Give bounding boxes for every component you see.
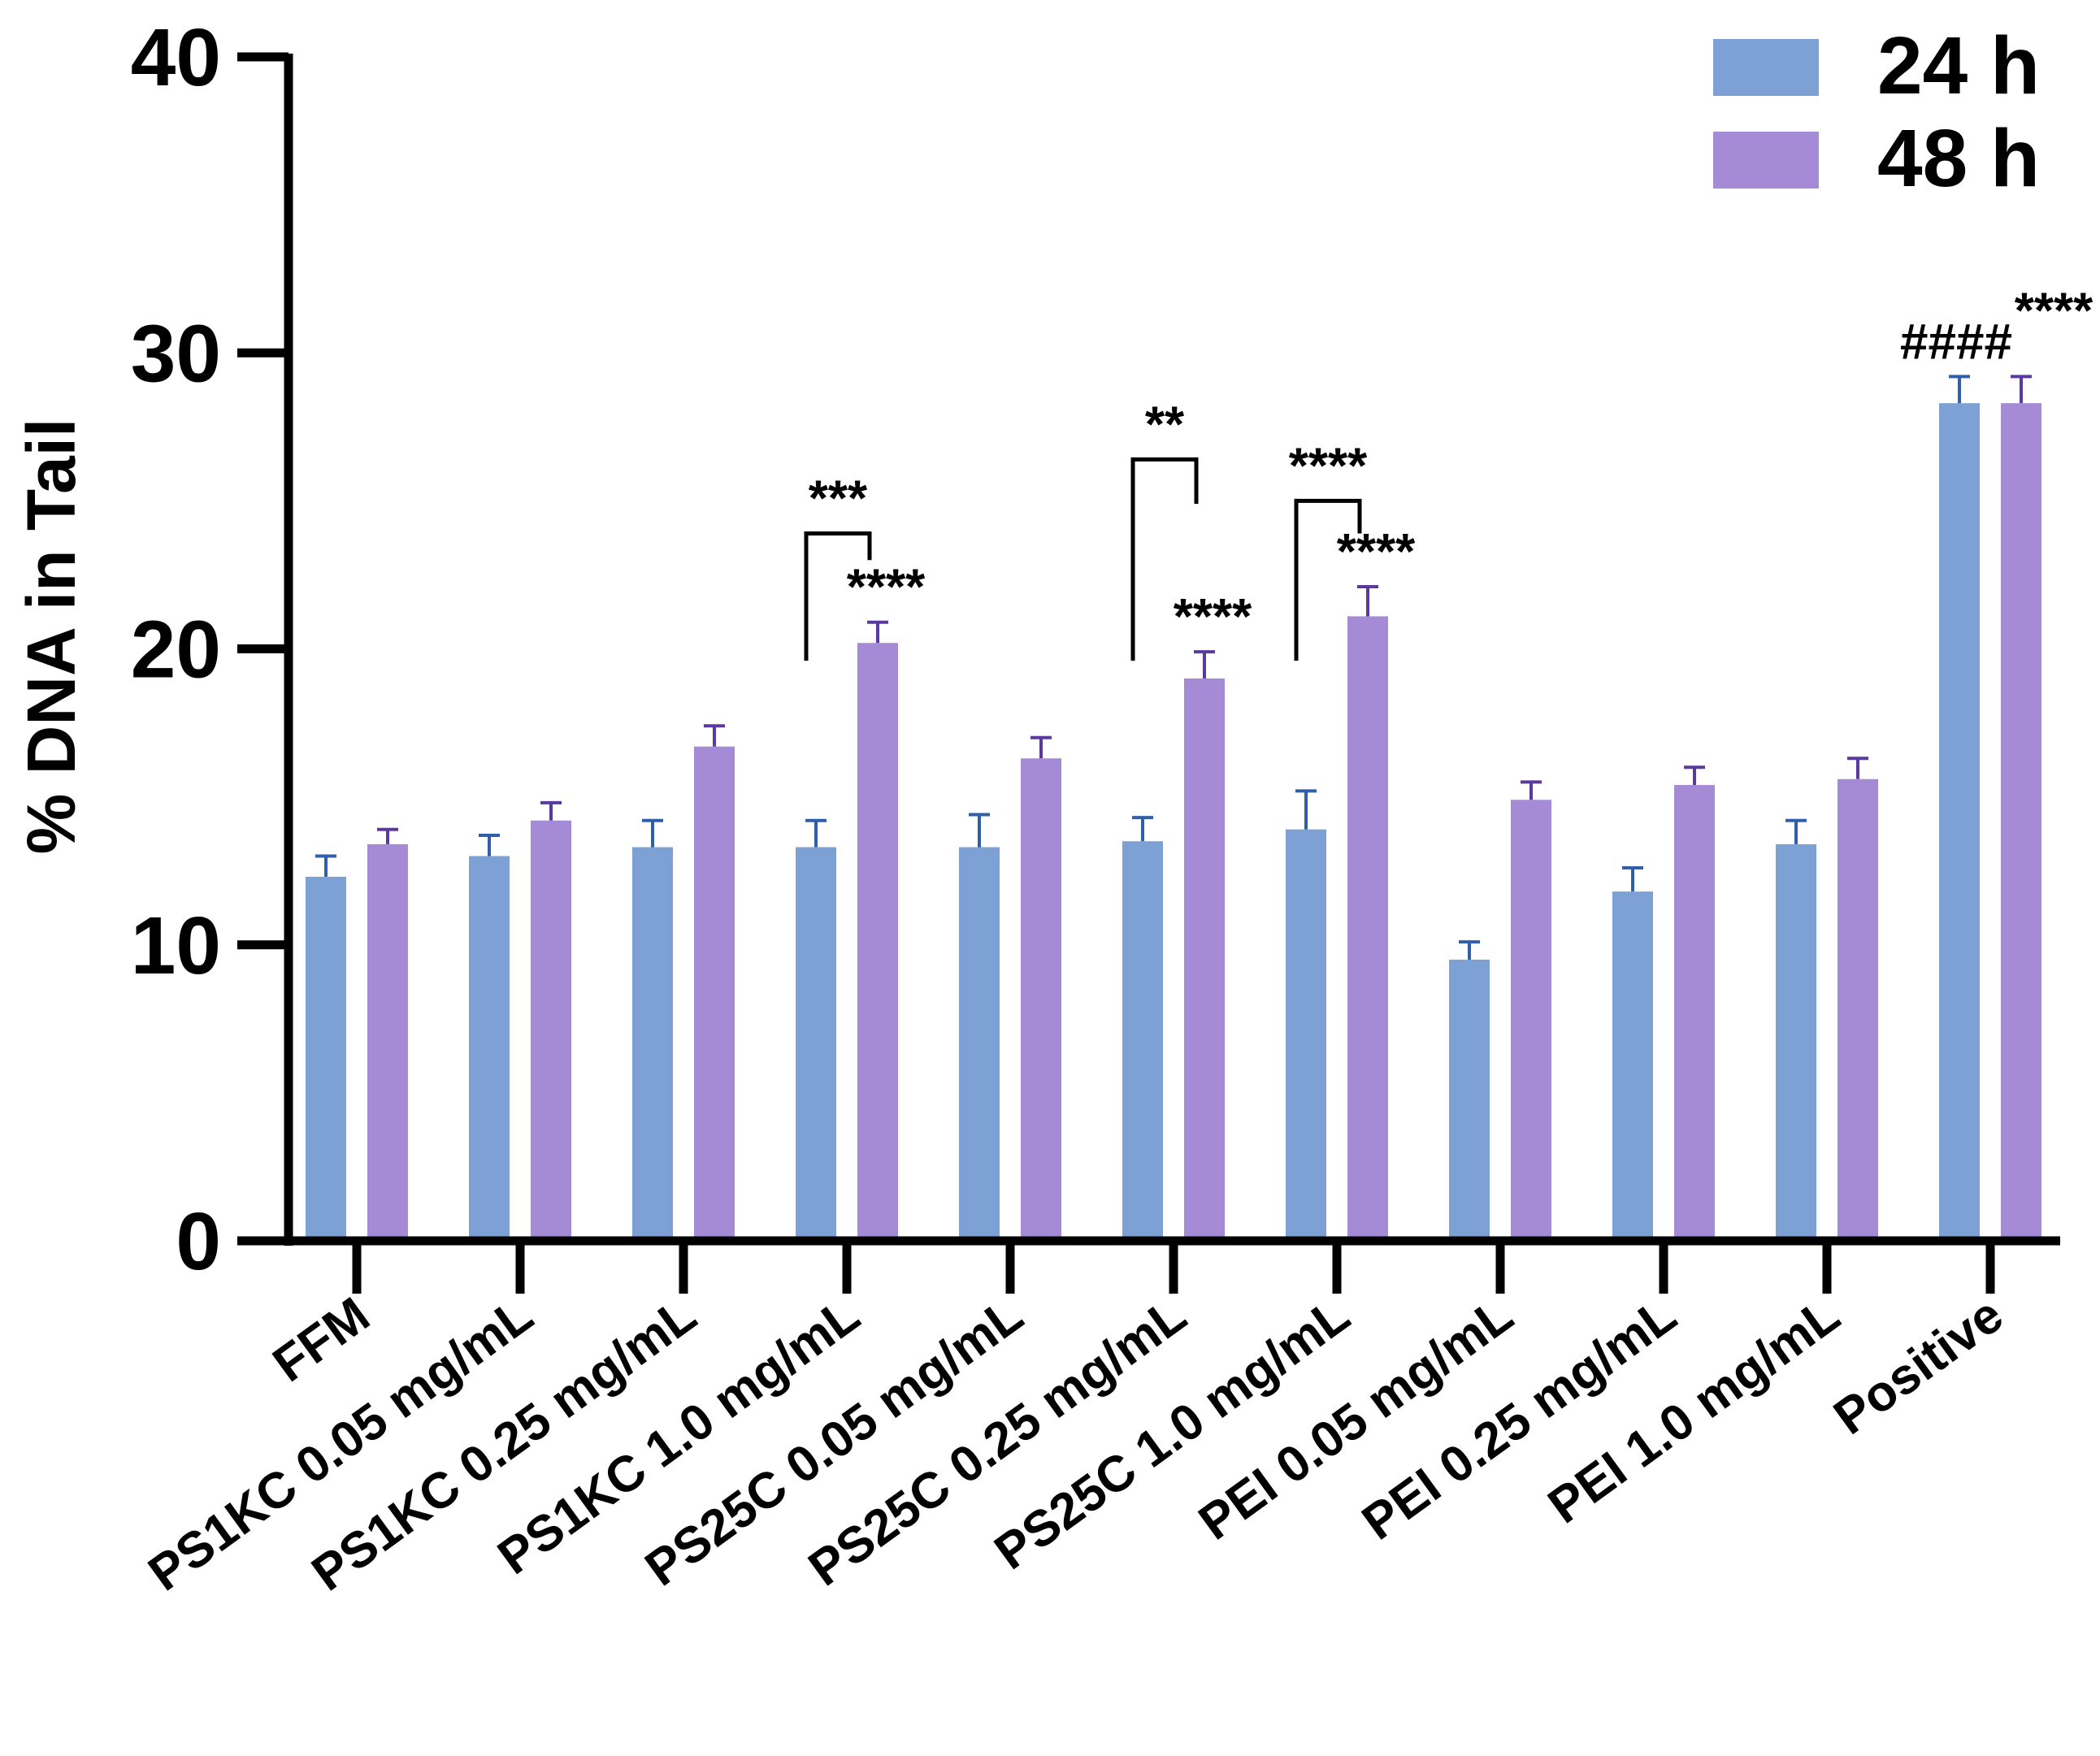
bar-48h-2 bbox=[694, 746, 735, 1241]
error-bars-layer bbox=[315, 375, 2032, 960]
bar-48h-8 bbox=[1674, 785, 1715, 1241]
legend-label-0: 24 h bbox=[1877, 20, 2040, 111]
bar-48h-0 bbox=[367, 843, 408, 1241]
significance-label-3: #### bbox=[1900, 314, 2012, 370]
y-tick-label-20: 20 bbox=[131, 605, 221, 696]
significance-label-1: **** bbox=[1174, 589, 1252, 645]
bar-48h-7 bbox=[1511, 800, 1551, 1241]
bar-24h-10 bbox=[1939, 403, 1980, 1241]
bar-24h-5 bbox=[1122, 841, 1163, 1241]
bar-24h-8 bbox=[1612, 891, 1653, 1241]
x-tick-label-10: Positive bbox=[1824, 1287, 2013, 1446]
bracket-label-1: ** bbox=[1145, 397, 1185, 453]
bar-48h-5 bbox=[1184, 678, 1225, 1241]
significance-label-4: **** bbox=[2015, 283, 2093, 339]
y-tick-label-40: 40 bbox=[131, 12, 221, 103]
y-tick-label-30: 30 bbox=[131, 308, 221, 399]
legend-swatch-0 bbox=[1713, 39, 1819, 96]
significance-bracket-0 bbox=[804, 531, 872, 661]
significance-label-0: **** bbox=[847, 560, 926, 616]
bar-48h-9 bbox=[1837, 778, 1878, 1241]
bar-24h-6 bbox=[1286, 829, 1326, 1241]
bar-24h-7 bbox=[1449, 959, 1490, 1241]
bar-24h-3 bbox=[796, 847, 836, 1241]
legend: 24 h48 h bbox=[1713, 20, 2040, 204]
bar-48h-6 bbox=[1347, 616, 1388, 1241]
bar-24h-9 bbox=[1776, 843, 1816, 1241]
significance-bracket-2 bbox=[1294, 498, 1362, 661]
y-axis-label: % DNA in Tail bbox=[13, 418, 89, 855]
bar-24h-2 bbox=[632, 847, 673, 1241]
y-tick-label-10: 10 bbox=[131, 900, 221, 991]
bars-layer bbox=[306, 403, 2041, 1241]
x-tick-label-9: PEI 1.0 mg/mL bbox=[1538, 1287, 1850, 1535]
bar-48h-4 bbox=[1021, 758, 1061, 1241]
x-tick-label-0: FFM bbox=[263, 1287, 380, 1394]
legend-swatch-1 bbox=[1713, 132, 1819, 189]
legend-label-1: 48 h bbox=[1877, 113, 2040, 204]
bracket-label-2: **** bbox=[1289, 438, 1368, 494]
bar-24h-0 bbox=[306, 876, 346, 1241]
significance-bracket-1 bbox=[1130, 457, 1199, 661]
y-tick-label-0: 0 bbox=[176, 1196, 221, 1287]
annotations-layer: ************####************* bbox=[804, 283, 2093, 661]
bar-24h-4 bbox=[959, 847, 1000, 1241]
bar-48h-10 bbox=[2001, 403, 2041, 1241]
bar-48h-3 bbox=[857, 643, 898, 1241]
bracket-label-0: *** bbox=[809, 470, 868, 527]
bar-24h-1 bbox=[469, 856, 510, 1241]
bar-48h-1 bbox=[531, 820, 571, 1241]
significance-label-2: **** bbox=[1337, 524, 1416, 580]
